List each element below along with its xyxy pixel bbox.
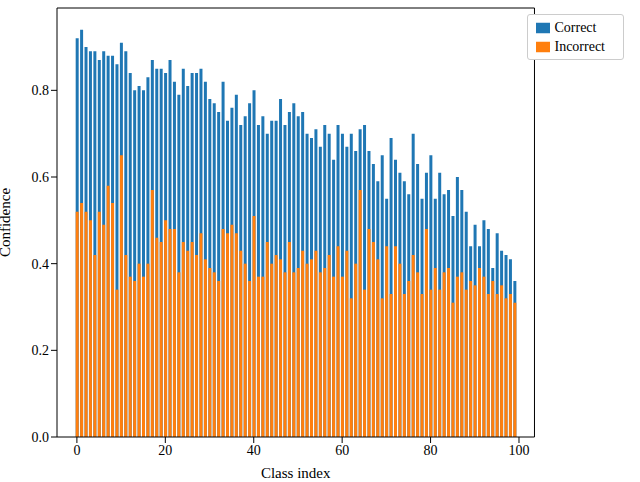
svg-text:100: 100 [508,443,529,458]
svg-text:0.8: 0.8 [32,83,50,98]
svg-text:0.6: 0.6 [32,170,50,185]
html-text:Incorrect: Incorrect [554,39,605,54]
html-text:Correct: Correct [554,20,597,35]
svg-text:40: 40 [247,443,261,458]
svg-text:0.0: 0.0 [32,430,50,445]
svg-text:0.2: 0.2 [32,343,50,358]
svg-text:60: 60 [335,443,349,458]
svg-text:20: 20 [158,443,172,458]
svg-text:80: 80 [424,443,438,458]
svg-text:0: 0 [73,443,80,458]
svg-text:Class index: Class index [261,465,331,481]
svg-text:0.4: 0.4 [32,257,50,272]
svg-text:Confidence: Confidence [8,188,13,257]
